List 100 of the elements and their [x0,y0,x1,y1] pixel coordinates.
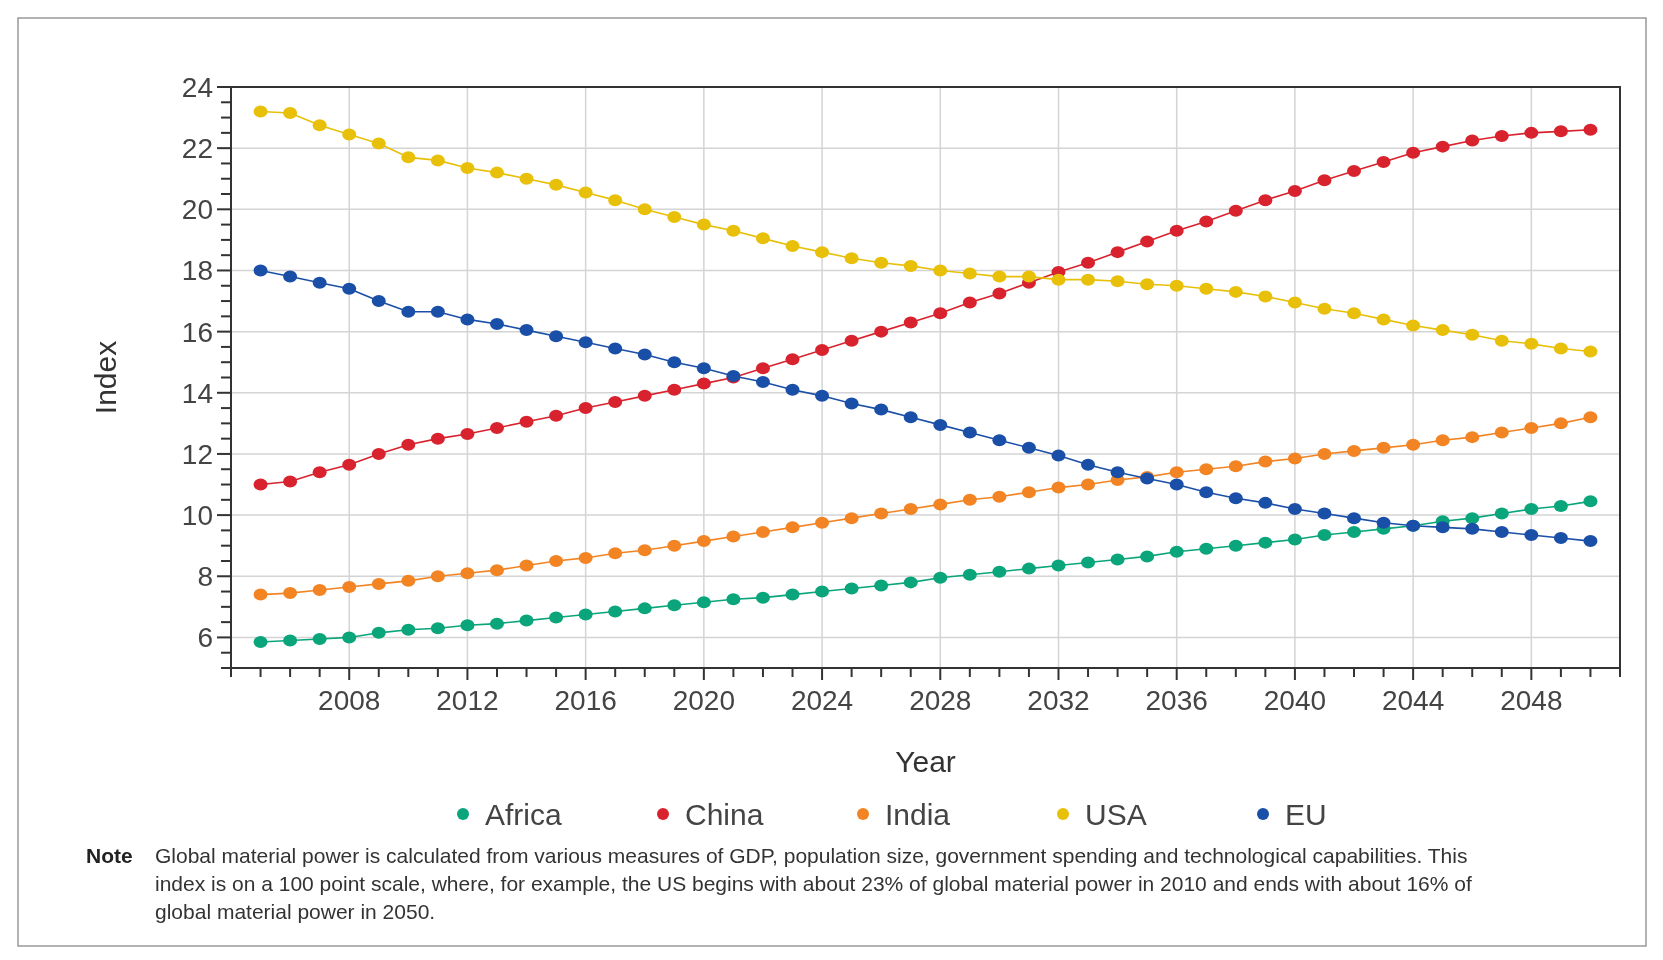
point [312,119,327,132]
y-tick-label: 20 [181,194,213,226]
point [1435,324,1450,337]
point [371,137,386,150]
point [342,631,357,644]
x-tick-label: 2012 [436,685,499,716]
point [253,636,268,649]
point [1583,495,1598,508]
point [549,178,564,191]
point [1553,125,1568,138]
point [933,418,948,431]
point [815,246,830,259]
point [1376,516,1391,529]
point [1435,140,1450,153]
point [312,276,327,289]
point [549,330,564,343]
point [992,287,1007,300]
point [460,567,475,580]
point [1051,559,1066,572]
point [489,617,504,630]
point [696,377,711,390]
point [1051,481,1066,494]
x-tick-label: 2036 [1145,685,1208,716]
point [430,570,445,583]
point [1465,522,1480,535]
point [696,596,711,609]
point [371,626,386,639]
point [1051,273,1066,286]
point [460,428,475,441]
point [1583,535,1598,548]
point [992,434,1007,447]
point [874,325,889,338]
point [815,516,830,529]
point [1228,539,1243,552]
point [371,295,386,308]
point [460,619,475,632]
point [726,224,741,237]
point [549,409,564,422]
point [342,128,357,141]
point [1110,275,1125,288]
point [1140,550,1155,563]
point [312,584,327,597]
x-tick-label: 2028 [909,685,972,716]
point [1494,525,1509,538]
point [1021,486,1036,499]
y-tick-label: 8 [197,561,213,593]
point [874,507,889,520]
point [342,580,357,593]
point [844,512,859,525]
point [1258,290,1273,303]
point [608,342,623,355]
point [933,498,948,511]
point [1524,126,1539,139]
point [1228,285,1243,298]
point [1169,545,1184,558]
point [667,210,682,223]
point [844,582,859,595]
point [667,599,682,612]
x-tick-label: 2020 [672,685,735,716]
point [578,186,593,199]
point [430,622,445,635]
point [1524,421,1539,434]
point [1081,273,1096,286]
point [489,564,504,577]
legend-label: USA [1085,798,1147,831]
point [430,154,445,167]
point [1258,455,1273,468]
legend-label: Africa [485,798,562,831]
point [1169,224,1184,237]
point [1287,502,1302,515]
text: Note Global material power is calculated from various measures of GDP, population size, government spending and technological capabilities. This index is on a 100 point scale, where, for example, the US begins with about 23% of global material power in 2010 and ends with about 16% of global material power in 2050. [86,844,1472,923]
point [755,376,770,389]
point [992,270,1007,283]
point [1169,279,1184,292]
point [1317,507,1332,520]
point [962,426,977,439]
point [253,105,268,118]
point [1110,246,1125,259]
point [1228,492,1243,505]
point [1021,270,1036,283]
point [696,362,711,375]
point [1081,458,1096,471]
point [844,252,859,265]
point [933,264,948,277]
legend-label: China [685,798,764,831]
point [1199,215,1214,228]
point [1406,146,1421,159]
point [1494,426,1509,439]
point [1287,452,1302,465]
point [1140,278,1155,291]
point [283,475,298,488]
point [1347,444,1362,457]
point [608,605,623,618]
point [519,415,534,428]
x-tick-label: 2044 [1381,685,1445,716]
point [489,166,504,179]
point [1465,134,1480,147]
point [1553,532,1568,545]
point [489,421,504,434]
point [460,313,475,326]
